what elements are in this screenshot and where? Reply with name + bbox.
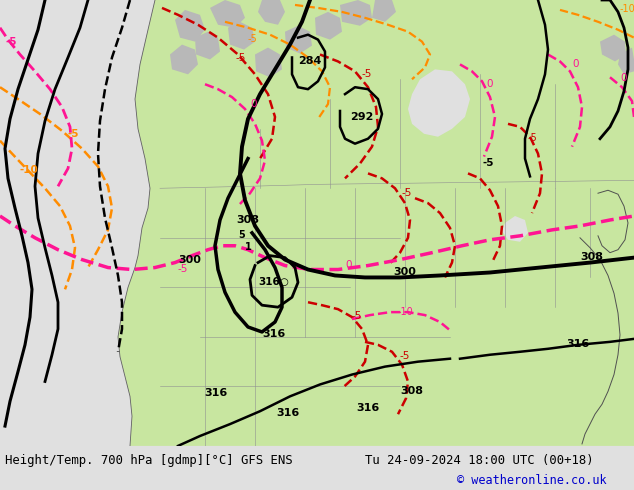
Text: -10: -10 [20,166,39,175]
Polygon shape [258,0,285,25]
Text: -5: -5 [400,351,410,361]
Polygon shape [408,70,470,137]
Text: -5: -5 [235,53,245,63]
Text: 1: 1 [245,242,251,252]
Text: -5: -5 [68,129,79,139]
Text: 5: 5 [238,230,245,240]
Polygon shape [372,0,396,22]
Text: 0: 0 [250,99,257,109]
Text: -5: -5 [528,133,538,143]
Text: 308: 308 [581,251,604,262]
Text: 316: 316 [566,339,590,349]
Polygon shape [478,0,525,45]
Text: -5: -5 [5,37,16,47]
Polygon shape [285,26,312,53]
Polygon shape [600,35,626,61]
Polygon shape [502,216,528,242]
Polygon shape [195,32,220,59]
Text: -5: -5 [178,265,188,274]
Text: 316: 316 [356,403,380,413]
Text: 0: 0 [620,73,626,83]
Polygon shape [315,12,342,40]
Text: Height/Temp. 700 hPa [gdmp][°C] GFS ENS: Height/Temp. 700 hPa [gdmp][°C] GFS ENS [5,454,293,466]
Polygon shape [610,0,634,35]
Polygon shape [255,48,282,77]
Polygon shape [618,48,634,74]
Text: 316: 316 [276,408,300,418]
Text: -5: -5 [402,188,412,198]
Polygon shape [0,0,155,446]
Text: 284: 284 [299,56,321,67]
Polygon shape [210,0,245,28]
Polygon shape [228,22,255,49]
Polygon shape [545,0,595,38]
Text: -5: -5 [248,34,258,44]
Text: © weatheronline.co.uk: © weatheronline.co.uk [457,473,607,487]
Text: 300: 300 [394,268,417,277]
Polygon shape [175,10,205,42]
Text: 316○: 316○ [259,277,289,288]
Polygon shape [340,0,372,26]
Text: -5: -5 [362,69,372,79]
Polygon shape [118,0,634,446]
Text: -5: -5 [482,158,494,169]
Text: -5: -5 [352,311,363,321]
Text: 0: 0 [572,59,578,70]
Text: Tu 24-09-2024 18:00 UTC (00+18): Tu 24-09-2024 18:00 UTC (00+18) [365,454,593,466]
Text: 308: 308 [401,387,424,396]
Text: -10: -10 [398,307,414,317]
Text: 0: 0 [486,79,493,89]
Text: 316: 316 [204,389,228,398]
Polygon shape [398,0,460,64]
Text: 292: 292 [351,112,373,122]
Text: 316: 316 [262,329,286,339]
Text: 308: 308 [236,215,259,225]
Text: -10: -10 [620,4,634,14]
Text: 0: 0 [345,260,351,270]
Text: 300: 300 [179,255,202,265]
Polygon shape [170,45,198,74]
